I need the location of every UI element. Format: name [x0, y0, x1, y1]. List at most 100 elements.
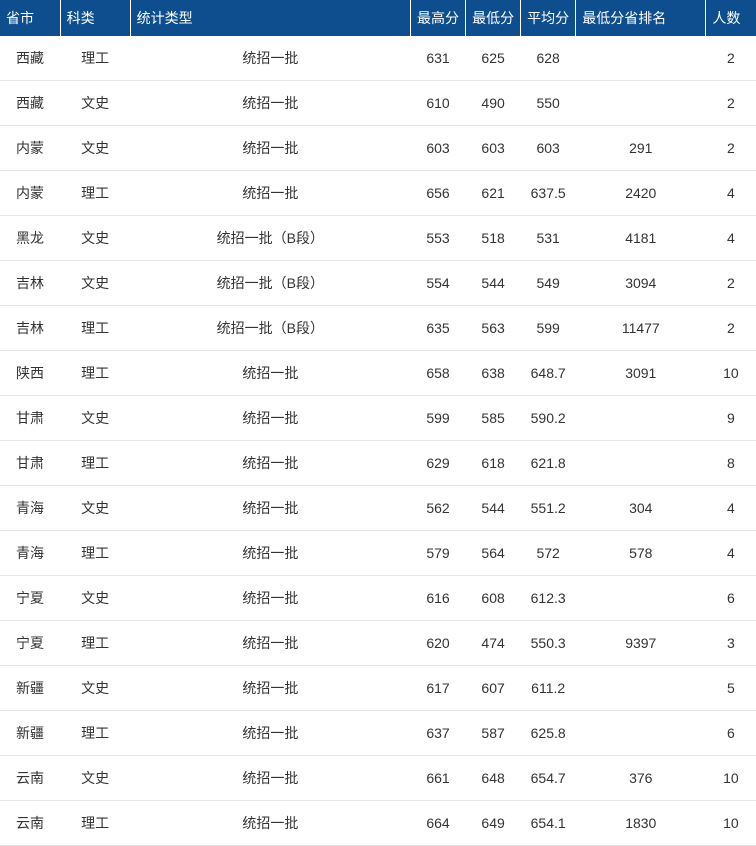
cell-count: 4	[706, 486, 756, 531]
cell-avg: 628	[521, 36, 576, 81]
cell-min: 474	[466, 621, 521, 666]
table-row: 黑龙文史统招一批（B段）55351853141814	[0, 216, 756, 261]
cell-type: 统招一批	[130, 81, 410, 126]
cell-min: 618	[466, 441, 521, 486]
cell-max: 616	[411, 576, 466, 621]
cell-min: 587	[466, 711, 521, 756]
cell-max: 661	[411, 756, 466, 801]
cell-subject: 理工	[60, 711, 130, 756]
table-row: 陕西理工统招一批658638648.7309110	[0, 351, 756, 396]
cell-subject: 文史	[60, 396, 130, 441]
cell-rank: 3094	[576, 261, 706, 306]
cell-subject: 理工	[60, 801, 130, 846]
cell-type: 统招一批	[130, 711, 410, 756]
table-row: 青海理工统招一批5795645725784	[0, 531, 756, 576]
cell-count: 4	[706, 171, 756, 216]
cell-min: 625	[466, 36, 521, 81]
cell-min: 603	[466, 126, 521, 171]
cell-rank	[576, 36, 706, 81]
cell-subject: 文史	[60, 576, 130, 621]
cell-type: 统招一批	[130, 756, 410, 801]
cell-count: 8	[706, 441, 756, 486]
cell-subject: 理工	[60, 36, 130, 81]
cell-min: 585	[466, 396, 521, 441]
cell-type: 统招一批	[130, 126, 410, 171]
table-row: 甘肃理工统招一批629618621.88	[0, 441, 756, 486]
cell-subject: 理工	[60, 531, 130, 576]
cell-count: 2	[706, 81, 756, 126]
cell-rank	[576, 576, 706, 621]
cell-subject: 文史	[60, 666, 130, 711]
cell-province: 新疆	[0, 666, 60, 711]
cell-province: 吉林	[0, 306, 60, 351]
cell-min: 638	[466, 351, 521, 396]
cell-count: 10	[706, 351, 756, 396]
table-row: 宁夏理工统招一批620474550.393973	[0, 621, 756, 666]
cell-rank: 9397	[576, 621, 706, 666]
table-row: 吉林文史统招一批（B段）55454454930942	[0, 261, 756, 306]
cell-rank: 376	[576, 756, 706, 801]
cell-province: 宁夏	[0, 621, 60, 666]
col-header-avg: 平均分	[521, 0, 576, 36]
cell-subject: 文史	[60, 81, 130, 126]
col-header-min: 最低分	[466, 0, 521, 36]
cell-rank: 1830	[576, 801, 706, 846]
cell-avg: 549	[521, 261, 576, 306]
cell-subject: 文史	[60, 216, 130, 261]
cell-type: 统招一批	[130, 666, 410, 711]
cell-max: 631	[411, 36, 466, 81]
col-header-type: 统计类型	[130, 0, 410, 36]
cell-max: 637	[411, 711, 466, 756]
cell-count: 3	[706, 621, 756, 666]
cell-rank	[576, 81, 706, 126]
cell-count: 6	[706, 576, 756, 621]
cell-subject: 文史	[60, 756, 130, 801]
cell-max: 579	[411, 531, 466, 576]
cell-avg: 551.2	[521, 486, 576, 531]
cell-rank: 2420	[576, 171, 706, 216]
cell-avg: 612.3	[521, 576, 576, 621]
cell-count: 2	[706, 306, 756, 351]
cell-type: 统招一批（B段）	[130, 216, 410, 261]
cell-province: 宁夏	[0, 576, 60, 621]
cell-count: 9	[706, 396, 756, 441]
cell-subject: 理工	[60, 306, 130, 351]
cell-avg: 599	[521, 306, 576, 351]
cell-province: 甘肃	[0, 396, 60, 441]
cell-province: 云南	[0, 801, 60, 846]
cell-subject: 理工	[60, 441, 130, 486]
cell-rank	[576, 666, 706, 711]
cell-subject: 理工	[60, 171, 130, 216]
cell-count: 10	[706, 756, 756, 801]
table-row: 西藏文史统招一批6104905502	[0, 81, 756, 126]
cell-province: 黑龙	[0, 216, 60, 261]
cell-type: 统招一批	[130, 486, 410, 531]
cell-avg: 550	[521, 81, 576, 126]
cell-count: 10	[706, 801, 756, 846]
cell-subject: 文史	[60, 261, 130, 306]
cell-avg: 531	[521, 216, 576, 261]
cell-avg: 625.8	[521, 711, 576, 756]
cell-max: 599	[411, 396, 466, 441]
col-header-province: 省市	[0, 0, 60, 36]
col-header-max: 最高分	[411, 0, 466, 36]
col-header-count: 人数	[706, 0, 756, 36]
cell-province: 新疆	[0, 711, 60, 756]
cell-province: 西藏	[0, 81, 60, 126]
scores-table: 省市 科类 统计类型 最高分 最低分 平均分 最低分省排名 人数 西藏理工统招一…	[0, 0, 756, 846]
cell-subject: 文史	[60, 486, 130, 531]
cell-avg: 654.1	[521, 801, 576, 846]
cell-type: 统招一批	[130, 531, 410, 576]
cell-count: 6	[706, 711, 756, 756]
cell-max: 664	[411, 801, 466, 846]
cell-max: 610	[411, 81, 466, 126]
table-row: 吉林理工统招一批（B段）635563599114772	[0, 306, 756, 351]
cell-max: 629	[411, 441, 466, 486]
cell-count: 2	[706, 261, 756, 306]
cell-count: 5	[706, 666, 756, 711]
cell-count: 2	[706, 36, 756, 81]
cell-type: 统招一批（B段）	[130, 261, 410, 306]
cell-avg: 648.7	[521, 351, 576, 396]
cell-rank: 4181	[576, 216, 706, 261]
cell-avg: 654.7	[521, 756, 576, 801]
